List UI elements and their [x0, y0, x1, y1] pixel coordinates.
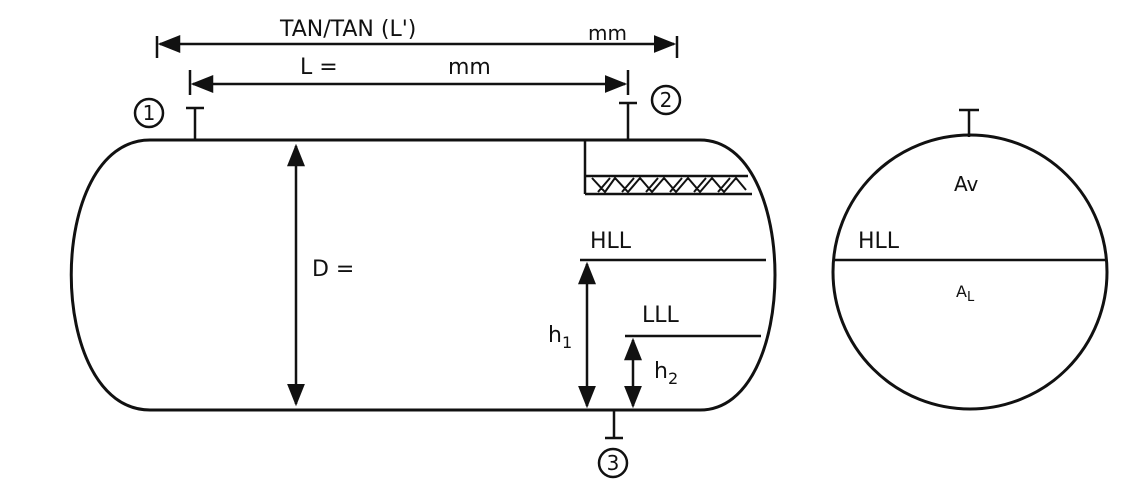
nozzle-3-number: 3 — [607, 451, 620, 475]
length-label: L = — [300, 55, 338, 80]
vessel-shell — [69, 138, 777, 412]
nozzle-2: 2 — [619, 84, 682, 140]
h2-dimension: h2 — [624, 337, 678, 409]
nozzle-3: 3 — [597, 410, 629, 479]
lll-label: LLL — [642, 303, 680, 328]
cross-section-circle — [831, 133, 1109, 411]
nozzle-2-number: 2 — [660, 88, 673, 112]
liquid-area-label: AL — [956, 282, 975, 305]
length-unit: mm — [448, 55, 491, 80]
diameter-label: D = — [312, 257, 354, 282]
cross-section-hll-label: HLL — [858, 229, 900, 254]
length-dimension: L = mm — [188, 55, 630, 95]
tan-tan-label: TAN/TAN (L') — [279, 17, 416, 42]
hll-label: HLL — [590, 229, 632, 254]
nozzle-1-number: 1 — [143, 101, 156, 125]
diameter-dimension: D = — [287, 143, 354, 407]
mist-eliminator — [583, 140, 752, 196]
h1-label: h1 — [548, 323, 572, 352]
tan-tan-unit: mm — [588, 21, 627, 45]
vapor-area-label: Av — [954, 172, 979, 196]
cross-section: Av HLL AL — [831, 108, 1109, 411]
h2-label: h2 — [654, 359, 678, 388]
nozzle-1-circle — [133, 97, 165, 129]
high-liquid-level: HLL — [580, 229, 766, 262]
nozzle-1: 1 — [133, 97, 204, 140]
demister-mesh — [591, 176, 747, 194]
low-liquid-level: LLL — [625, 303, 761, 338]
tan-tan-dimension: TAN/TAN (L') mm — [155, 17, 679, 58]
nozzle-2-circle — [650, 84, 682, 116]
h1-dimension: h1 — [548, 261, 596, 409]
nozzle-3-circle — [597, 447, 629, 479]
